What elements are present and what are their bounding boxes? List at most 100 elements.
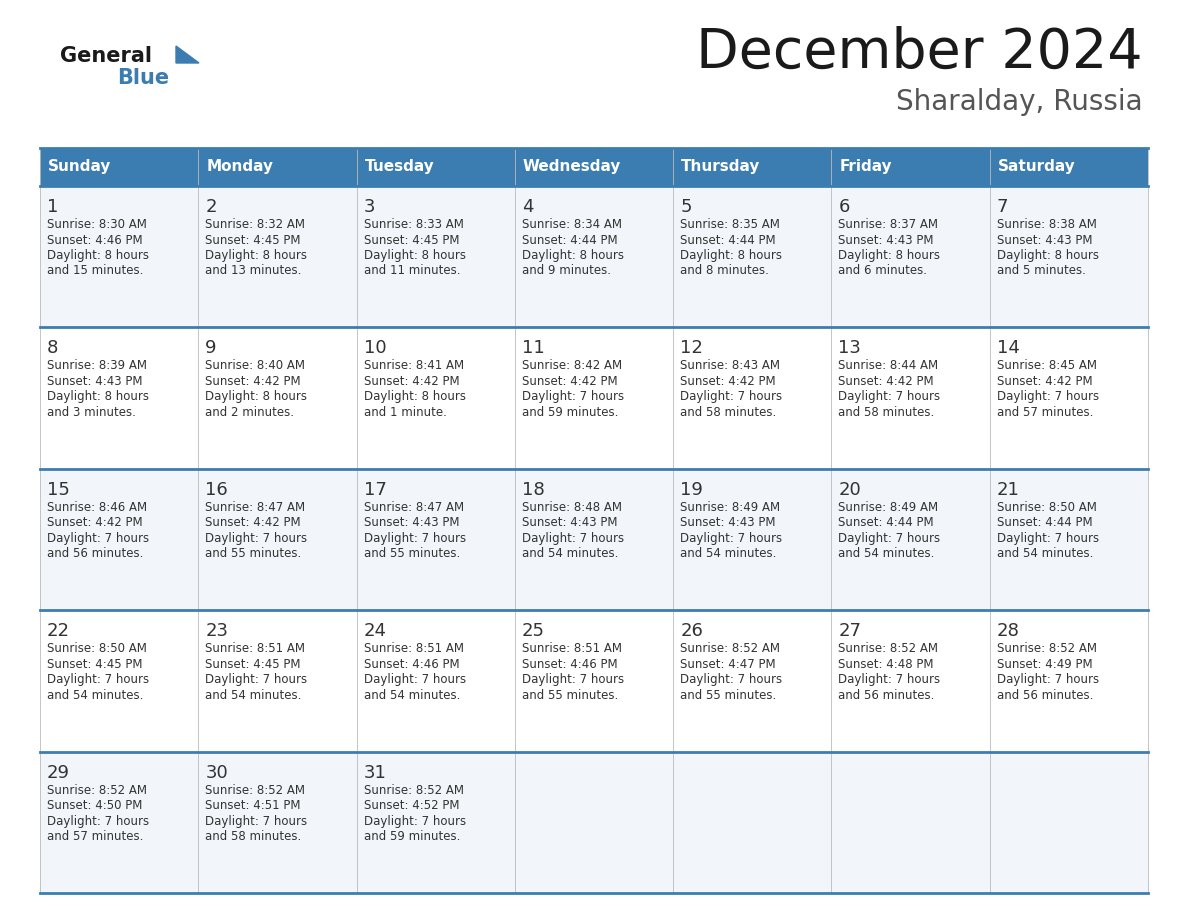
Text: and 55 minutes.: and 55 minutes. <box>206 547 302 560</box>
Text: 2: 2 <box>206 198 216 216</box>
Text: Daylight: 7 hours: Daylight: 7 hours <box>681 673 782 686</box>
Text: Daylight: 8 hours: Daylight: 8 hours <box>206 390 308 403</box>
Text: and 8 minutes.: and 8 minutes. <box>681 264 769 277</box>
Text: Daylight: 7 hours: Daylight: 7 hours <box>681 532 782 544</box>
Text: Sunset: 4:45 PM: Sunset: 4:45 PM <box>206 657 301 671</box>
Text: Sunset: 4:43 PM: Sunset: 4:43 PM <box>681 516 776 530</box>
Text: and 59 minutes.: and 59 minutes. <box>522 406 618 419</box>
Text: Sunset: 4:51 PM: Sunset: 4:51 PM <box>206 799 301 812</box>
Text: Sunset: 4:50 PM: Sunset: 4:50 PM <box>48 799 143 812</box>
Bar <box>514 148 674 186</box>
Text: Sunrise: 8:52 AM: Sunrise: 8:52 AM <box>681 643 781 655</box>
Bar <box>198 148 356 186</box>
Text: 16: 16 <box>206 481 228 498</box>
Text: Sunrise: 8:43 AM: Sunrise: 8:43 AM <box>681 360 781 373</box>
Bar <box>40 328 1148 469</box>
Text: and 2 minutes.: and 2 minutes. <box>206 406 295 419</box>
Text: Sunrise: 8:50 AM: Sunrise: 8:50 AM <box>997 501 1097 514</box>
Text: Daylight: 8 hours: Daylight: 8 hours <box>48 390 148 403</box>
Text: Sunset: 4:42 PM: Sunset: 4:42 PM <box>206 516 301 530</box>
Text: Sunset: 4:44 PM: Sunset: 4:44 PM <box>522 233 618 247</box>
Text: Sunset: 4:44 PM: Sunset: 4:44 PM <box>997 516 1092 530</box>
Text: Sunrise: 8:47 AM: Sunrise: 8:47 AM <box>364 501 463 514</box>
Bar <box>40 148 198 186</box>
Text: Sunrise: 8:49 AM: Sunrise: 8:49 AM <box>839 501 939 514</box>
Text: 25: 25 <box>522 622 545 640</box>
Text: 9: 9 <box>206 340 216 357</box>
Text: Daylight: 7 hours: Daylight: 7 hours <box>364 532 466 544</box>
Text: 22: 22 <box>48 622 70 640</box>
Text: Sunset: 4:43 PM: Sunset: 4:43 PM <box>997 233 1092 247</box>
Text: Sunrise: 8:52 AM: Sunrise: 8:52 AM <box>839 643 939 655</box>
Text: Sunrise: 8:32 AM: Sunrise: 8:32 AM <box>206 218 305 231</box>
Text: and 58 minutes.: and 58 minutes. <box>839 406 935 419</box>
Text: Daylight: 8 hours: Daylight: 8 hours <box>364 249 466 262</box>
Text: and 59 minutes.: and 59 minutes. <box>364 830 460 843</box>
Text: Sunrise: 8:45 AM: Sunrise: 8:45 AM <box>997 360 1097 373</box>
Text: and 54 minutes.: and 54 minutes. <box>206 688 302 701</box>
Text: Daylight: 7 hours: Daylight: 7 hours <box>997 532 1099 544</box>
Text: Sunrise: 8:44 AM: Sunrise: 8:44 AM <box>839 360 939 373</box>
Text: and 1 minute.: and 1 minute. <box>364 406 447 419</box>
Text: and 56 minutes.: and 56 minutes. <box>997 688 1093 701</box>
Bar <box>990 148 1148 186</box>
Text: 4: 4 <box>522 198 533 216</box>
Text: and 57 minutes.: and 57 minutes. <box>48 830 144 843</box>
Text: Sunrise: 8:47 AM: Sunrise: 8:47 AM <box>206 501 305 514</box>
Text: 31: 31 <box>364 764 386 781</box>
Text: and 3 minutes.: and 3 minutes. <box>48 406 135 419</box>
Text: Daylight: 7 hours: Daylight: 7 hours <box>522 532 624 544</box>
Text: and 56 minutes.: and 56 minutes. <box>48 547 144 560</box>
Text: 30: 30 <box>206 764 228 781</box>
Text: and 54 minutes.: and 54 minutes. <box>364 688 460 701</box>
Text: Sunrise: 8:51 AM: Sunrise: 8:51 AM <box>364 643 463 655</box>
Text: Daylight: 8 hours: Daylight: 8 hours <box>681 249 782 262</box>
Text: Blue: Blue <box>116 68 169 88</box>
Text: and 5 minutes.: and 5 minutes. <box>997 264 1086 277</box>
Text: and 15 minutes.: and 15 minutes. <box>48 264 144 277</box>
Text: 28: 28 <box>997 622 1019 640</box>
Text: 10: 10 <box>364 340 386 357</box>
Text: Sunset: 4:46 PM: Sunset: 4:46 PM <box>48 233 143 247</box>
Text: Sunrise: 8:38 AM: Sunrise: 8:38 AM <box>997 218 1097 231</box>
Text: Daylight: 7 hours: Daylight: 7 hours <box>997 673 1099 686</box>
Text: and 55 minutes.: and 55 minutes. <box>681 688 777 701</box>
Text: 23: 23 <box>206 622 228 640</box>
Text: and 11 minutes.: and 11 minutes. <box>364 264 460 277</box>
Text: 17: 17 <box>364 481 386 498</box>
Text: 15: 15 <box>48 481 70 498</box>
Text: Friday: Friday <box>840 160 892 174</box>
Text: Sunset: 4:45 PM: Sunset: 4:45 PM <box>364 233 459 247</box>
Text: Daylight: 7 hours: Daylight: 7 hours <box>48 532 150 544</box>
Bar <box>40 469 1148 610</box>
Text: 21: 21 <box>997 481 1019 498</box>
Text: General: General <box>61 46 152 66</box>
Polygon shape <box>176 46 200 63</box>
Text: 6: 6 <box>839 198 849 216</box>
Text: Sunrise: 8:50 AM: Sunrise: 8:50 AM <box>48 643 147 655</box>
Text: Wednesday: Wednesday <box>523 160 621 174</box>
Bar <box>40 186 1148 328</box>
Text: Sunset: 4:46 PM: Sunset: 4:46 PM <box>522 657 618 671</box>
Text: Sunset: 4:48 PM: Sunset: 4:48 PM <box>839 657 934 671</box>
Text: and 56 minutes.: and 56 minutes. <box>839 688 935 701</box>
Text: and 55 minutes.: and 55 minutes. <box>522 688 618 701</box>
Text: Tuesday: Tuesday <box>365 160 435 174</box>
Text: Daylight: 7 hours: Daylight: 7 hours <box>206 532 308 544</box>
Text: Sunset: 4:42 PM: Sunset: 4:42 PM <box>522 375 618 388</box>
Text: 11: 11 <box>522 340 544 357</box>
Text: and 54 minutes.: and 54 minutes. <box>681 547 777 560</box>
Text: Sunrise: 8:35 AM: Sunrise: 8:35 AM <box>681 218 781 231</box>
Text: Sunset: 4:45 PM: Sunset: 4:45 PM <box>206 233 301 247</box>
Text: Sunrise: 8:46 AM: Sunrise: 8:46 AM <box>48 501 147 514</box>
Text: 14: 14 <box>997 340 1019 357</box>
Text: 19: 19 <box>681 481 703 498</box>
Text: Sunrise: 8:51 AM: Sunrise: 8:51 AM <box>206 643 305 655</box>
Bar <box>356 148 514 186</box>
Text: Sunset: 4:42 PM: Sunset: 4:42 PM <box>681 375 776 388</box>
Text: Daylight: 7 hours: Daylight: 7 hours <box>364 673 466 686</box>
Text: Daylight: 8 hours: Daylight: 8 hours <box>997 249 1099 262</box>
Text: and 13 minutes.: and 13 minutes. <box>206 264 302 277</box>
Text: Sunrise: 8:40 AM: Sunrise: 8:40 AM <box>206 360 305 373</box>
Text: Sunset: 4:46 PM: Sunset: 4:46 PM <box>364 657 460 671</box>
